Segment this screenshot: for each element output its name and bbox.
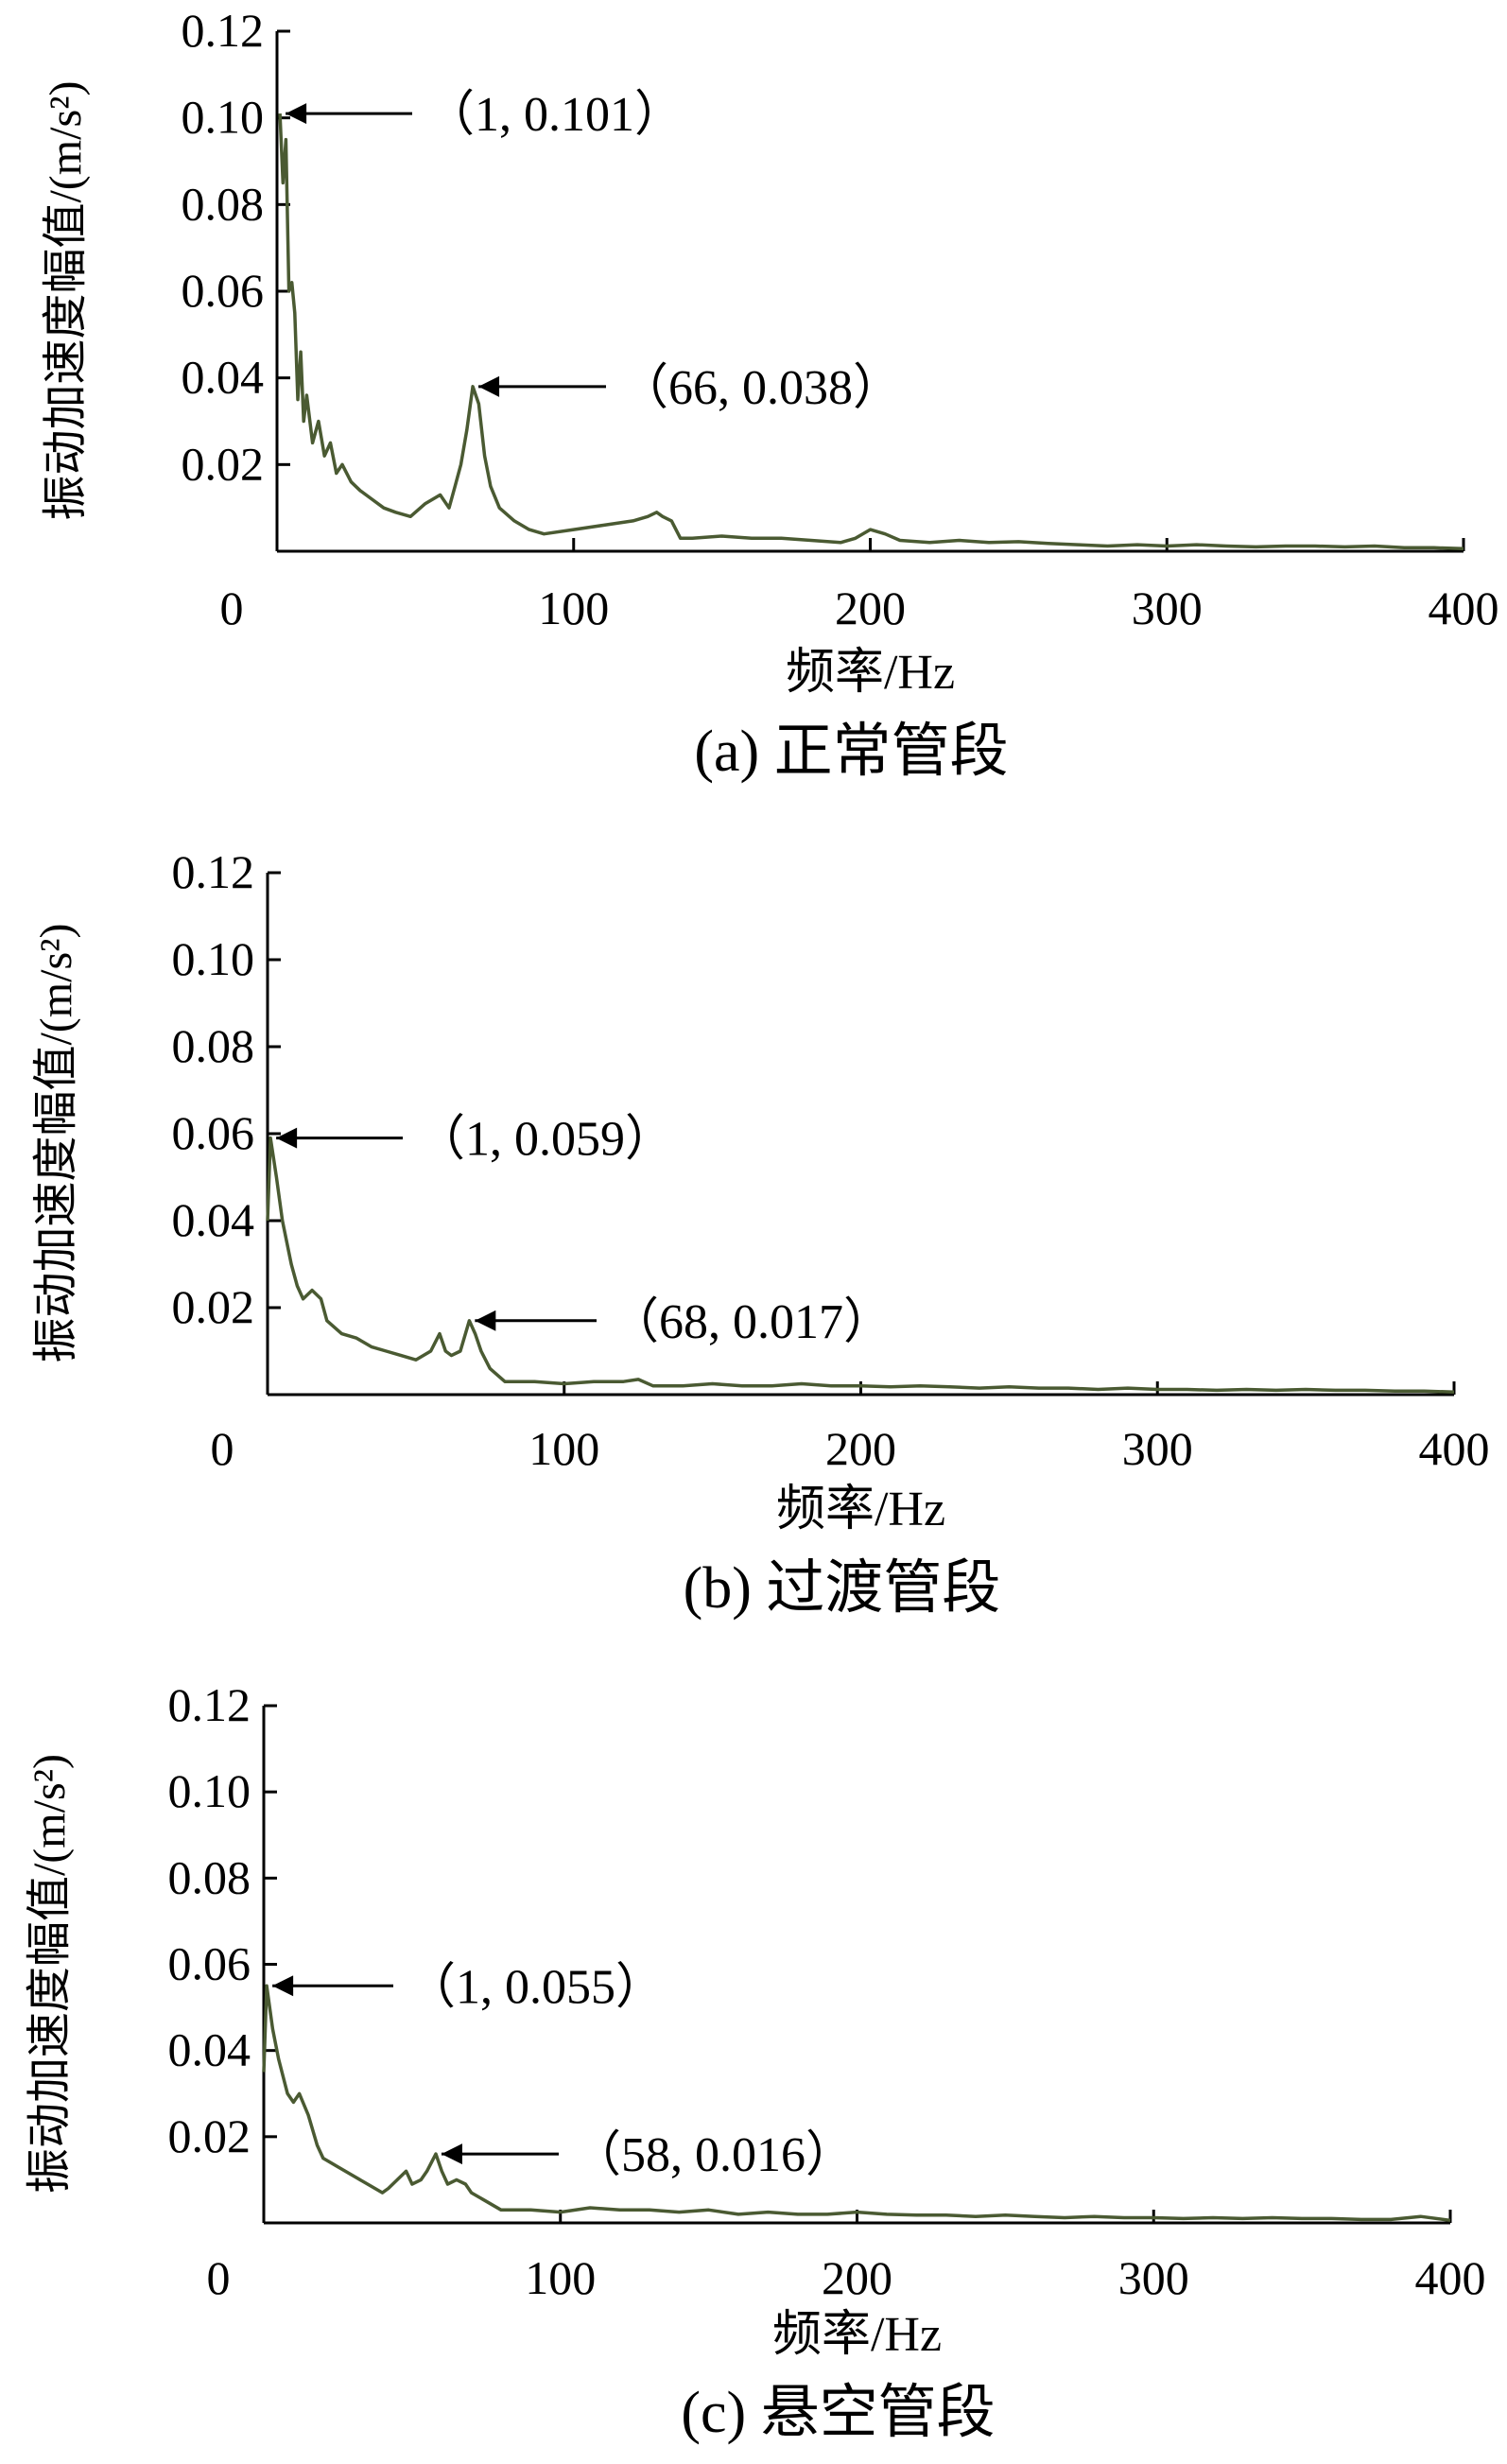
y-tick-label: 0.04 xyxy=(168,2023,251,2076)
x-tick-label: 300 xyxy=(1118,2251,1189,2304)
y-tick-label: 0.06 xyxy=(182,264,265,317)
annotation-label: （1, 0.055） xyxy=(407,1960,665,2014)
y-tick-label: 0.08 xyxy=(172,1019,255,1072)
chart-panel-0: 0.02 0.04 0.06 0.08 0.10 0.12 0 100 200 300 400 频率/… xyxy=(41,4,1499,784)
y-tick-label: 0.10 xyxy=(168,1764,251,1817)
x-tick-label: 300 xyxy=(1122,1422,1193,1475)
y-tick-label: 0.02 xyxy=(172,1280,255,1333)
panel-caption: (b) 过渡管段 xyxy=(684,1556,1001,1621)
y-tick-label: 0.08 xyxy=(182,177,265,230)
y-tick-label: 0.02 xyxy=(168,2109,251,2162)
x-tick-label: 0 xyxy=(220,581,244,634)
y-tick-label: 0.10 xyxy=(172,932,255,985)
chart-panel-1: 0.02 0.04 0.06 0.08 0.10 0.12 0 100 200 300 400 频率/… xyxy=(31,845,1490,1621)
y-tick-label: 0.12 xyxy=(172,845,255,898)
series-line-0 xyxy=(262,1984,1451,2223)
y-tick-label: 0.12 xyxy=(168,1678,251,1731)
x-tick-label: 400 xyxy=(1429,581,1499,634)
annotation-label: （1, 0.101） xyxy=(425,88,684,142)
x-tick-label: 100 xyxy=(528,1422,599,1475)
x-tick-label: 0 xyxy=(207,2251,231,2304)
x-tick-label: 100 xyxy=(525,2251,596,2304)
y-tick-label: 0.02 xyxy=(182,437,265,490)
annotation-label: （66, 0.038） xyxy=(619,361,902,415)
x-axis-label: 频率/Hz xyxy=(786,646,955,700)
x-tick-label: 200 xyxy=(825,1422,896,1475)
x-tick-label: 200 xyxy=(822,2251,892,2304)
y-axis-label: 振动加速度幅值/(m/s²) xyxy=(31,923,81,1362)
y-tick-label: 0.06 xyxy=(168,1937,251,1990)
series-line-0 xyxy=(278,113,1464,551)
x-tick-label: 0 xyxy=(211,1422,234,1475)
x-tick-label: 400 xyxy=(1419,1422,1490,1475)
annotation-label: （68, 0.017） xyxy=(610,1295,892,1349)
y-tick-label: 0.04 xyxy=(182,351,265,404)
x-tick-label: 100 xyxy=(538,581,609,634)
annotation-label: （1, 0.059） xyxy=(416,1113,674,1167)
x-tick-label: 400 xyxy=(1415,2251,1486,2304)
y-axis-label: 振动加速度幅值/(m/s²) xyxy=(41,80,91,520)
panel-caption: (a) 正常管段 xyxy=(694,720,1008,784)
x-axis-label: 频率/Hz xyxy=(776,1483,945,1536)
x-tick-label: 200 xyxy=(835,581,906,634)
chart-panel-2: 0.02 0.04 0.06 0.08 0.10 0.12 0 100 200 300 400 频率/… xyxy=(25,1678,1486,2445)
annotation-label: （58, 0.016） xyxy=(572,2128,855,2182)
x-axis-label: 频率/Hz xyxy=(772,2308,942,2362)
panel-caption: (c) 悬空管段 xyxy=(681,2381,995,2445)
y-tick-label: 0.04 xyxy=(172,1193,255,1246)
y-tick-label: 0.08 xyxy=(168,1850,251,1903)
y-tick-label: 0.12 xyxy=(182,4,265,57)
y-tick-label: 0.10 xyxy=(182,91,265,144)
x-tick-label: 300 xyxy=(1132,581,1203,634)
y-tick-label: 0.06 xyxy=(172,1106,255,1159)
y-axis-label: 振动加速度幅值/(m/s²) xyxy=(25,1754,75,2194)
series-line-0 xyxy=(266,1136,1455,1394)
